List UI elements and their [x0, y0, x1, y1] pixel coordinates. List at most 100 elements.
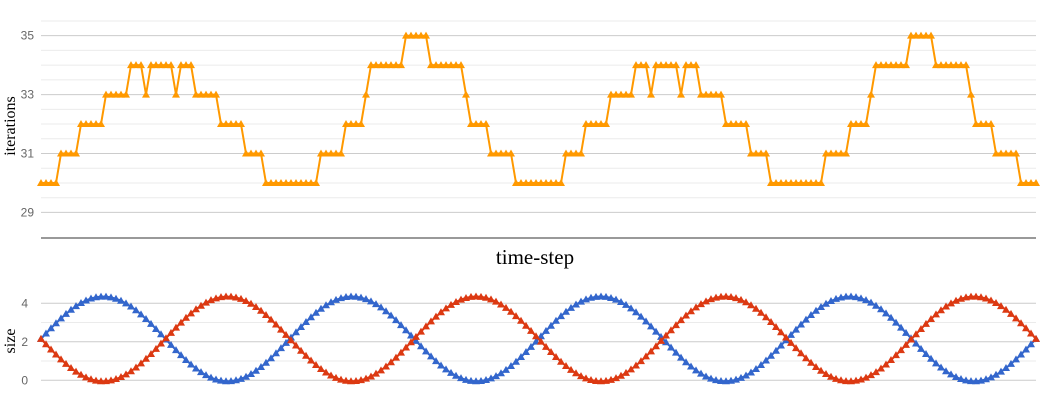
iterations-point — [662, 61, 670, 69]
size-point — [507, 307, 515, 315]
size-point — [347, 292, 355, 300]
size-point — [157, 330, 165, 338]
size-point — [897, 323, 905, 331]
size-point — [107, 293, 115, 301]
iterations-chart: 29 31 33 35 iterations time-step — [2, 20, 1040, 269]
size-point — [862, 296, 870, 304]
size-point — [457, 374, 465, 382]
size-point — [1007, 359, 1015, 367]
size-point — [557, 357, 565, 365]
size-point — [542, 342, 550, 350]
size-point — [792, 344, 800, 352]
size-point — [747, 368, 755, 376]
iterations-point — [162, 61, 170, 69]
size-point — [437, 308, 445, 316]
size-point — [952, 373, 960, 381]
size-point — [817, 302, 825, 310]
size-point — [277, 325, 285, 333]
size-point — [702, 297, 710, 305]
iterations-point — [557, 178, 565, 186]
size-point — [707, 374, 715, 382]
size-point — [612, 374, 620, 382]
iterations-point — [72, 149, 80, 157]
size-point — [992, 299, 1000, 307]
size-point — [857, 294, 865, 302]
size-point — [127, 302, 135, 310]
size-point — [222, 292, 230, 300]
size-point — [652, 342, 660, 350]
size-point — [287, 336, 295, 344]
size-point — [1027, 340, 1035, 348]
size-point — [912, 339, 920, 347]
size-point — [412, 332, 420, 340]
size-point — [57, 355, 65, 363]
size-point — [497, 369, 505, 377]
size-point — [777, 341, 785, 349]
size-point — [867, 298, 875, 306]
size-point — [47, 324, 55, 332]
iterations-point — [817, 178, 825, 186]
size-point — [687, 362, 695, 370]
size-point — [987, 373, 995, 381]
size-point — [42, 329, 50, 337]
size-point — [387, 311, 395, 319]
size-point — [632, 361, 640, 369]
size-point — [452, 297, 460, 305]
iterations-point — [937, 61, 945, 69]
iterations-point — [627, 90, 635, 98]
iterations-point — [507, 149, 515, 157]
size-point — [172, 323, 180, 331]
iterations-point — [462, 90, 470, 98]
iterations-point — [892, 61, 900, 69]
size-point — [802, 354, 810, 362]
size-point — [912, 330, 920, 338]
size-point — [247, 370, 255, 378]
size-point — [542, 326, 550, 334]
iterations-tick-labels: 29 31 33 35 — [21, 29, 35, 220]
size-point — [67, 364, 75, 372]
iterations-point — [867, 90, 875, 98]
iterations-point — [382, 61, 390, 69]
size-point — [572, 300, 580, 308]
iterations-point — [862, 120, 870, 128]
size-point — [382, 362, 390, 370]
size-point — [897, 346, 905, 354]
size-point — [622, 300, 630, 308]
size-point — [502, 365, 510, 373]
size-point — [512, 312, 520, 320]
size-point — [122, 370, 130, 378]
size-point — [302, 317, 310, 325]
size-point — [372, 300, 380, 308]
size-point — [527, 342, 535, 350]
size-point — [117, 373, 125, 381]
size-point — [162, 334, 170, 342]
size-point — [807, 310, 815, 318]
size-point — [907, 335, 915, 343]
iterations-point — [482, 120, 490, 128]
size-point — [697, 300, 705, 308]
size-point — [402, 343, 410, 351]
size-point — [407, 338, 415, 346]
size-point — [957, 375, 965, 383]
size-point — [357, 293, 365, 301]
size-point — [177, 318, 185, 326]
size-point — [77, 299, 85, 307]
iterations-point — [377, 61, 385, 69]
size-point — [932, 359, 940, 367]
size-point — [982, 294, 990, 302]
size-point — [232, 293, 240, 301]
size-point — [187, 360, 195, 368]
iterations-point — [417, 31, 425, 39]
size-point — [577, 297, 585, 305]
size-point — [137, 310, 145, 318]
size-point — [392, 316, 400, 324]
size-point — [1032, 334, 1040, 342]
size-point — [522, 321, 530, 329]
size-point — [902, 340, 910, 348]
size-point — [382, 307, 390, 315]
size-point — [562, 362, 570, 370]
size-point — [377, 366, 385, 374]
size-point — [397, 321, 405, 329]
size-point — [582, 374, 590, 382]
